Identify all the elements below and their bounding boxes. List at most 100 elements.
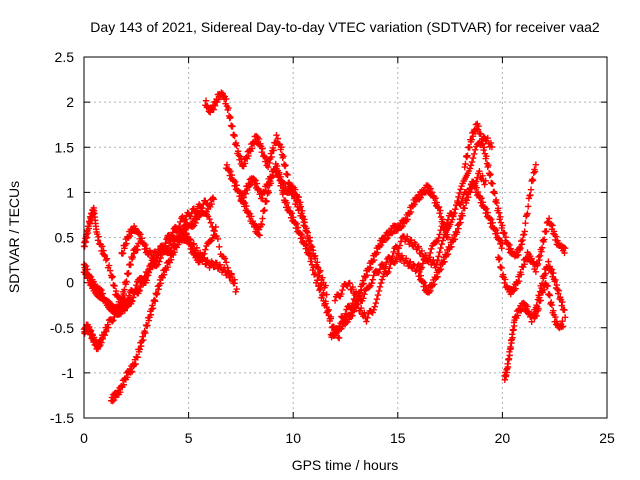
data-point [496,255,503,262]
data-point [86,220,94,227]
data-point [149,305,157,312]
data-point [522,219,529,227]
data-point [220,264,228,271]
data-point [360,280,367,287]
data-point [253,180,261,187]
axis-ticks: 0 5 10 15 20 25 2.5 2 1.5 1 0.5 0 -0.5 -1 -1.5 [50,49,615,446]
data-point [481,144,488,151]
data-point [501,276,509,283]
data-point [128,298,136,305]
data-point [497,219,505,226]
data-point [188,220,195,228]
data-point [204,256,211,264]
data-point [174,241,182,248]
data-point [299,207,306,215]
data-point [363,271,371,279]
data-point [224,268,231,275]
data-point [127,261,134,269]
data-point [524,303,531,310]
data-point [223,95,230,103]
data-point [233,182,240,189]
data-point [314,259,321,266]
data-point [352,288,360,295]
data-point [230,177,238,184]
data-point [232,178,239,185]
data-point [361,309,368,316]
data-point [504,363,512,371]
data-point [228,271,235,279]
data-point [245,152,252,160]
data-point [342,310,349,317]
x-tick-label: 15 [390,430,406,446]
data-point [506,241,513,249]
series-trace-14 [461,120,540,260]
data-point [457,219,464,226]
data-point [443,220,451,227]
data-point [437,244,444,252]
data-point [552,276,559,284]
data-point [498,264,505,272]
data-point [122,304,130,312]
y-tick-label: 2 [66,94,74,110]
data-point [374,269,382,277]
data-point [317,267,324,274]
data-point [543,227,550,235]
data-point [364,314,371,322]
data-point [541,236,548,243]
data-point [119,250,127,257]
data-point [477,130,484,138]
data-point [417,194,425,201]
data-point [105,324,112,331]
data-point [98,286,105,294]
data-point [311,252,319,260]
data-point [252,177,259,184]
data-point [227,167,234,175]
data-point [469,154,477,162]
data-point [160,244,167,251]
data-point [163,266,170,274]
y-tick-label: -1.5 [50,410,74,426]
chart-title: Day 143 of 2021, Sidereal Day-to-day VTE… [90,19,600,35]
data-point [231,276,238,283]
data-point [342,319,350,326]
data-point [147,311,155,318]
data-point [280,180,288,187]
data-point [204,201,211,208]
data-point [196,249,204,256]
y-tick-label: 1.5 [55,139,75,155]
data-point [248,145,256,152]
data-point [270,147,277,154]
data-point [418,247,426,255]
data-point [405,262,412,270]
data-point [81,243,88,250]
data-point [225,267,232,275]
data-point [264,163,272,171]
data-point [501,229,508,237]
data-point [208,258,215,265]
data-point [488,143,496,151]
data-point [360,295,367,302]
data-point [456,189,463,197]
data-point [331,297,339,304]
data-point [142,241,149,249]
data-point [102,256,110,264]
data-point [303,241,310,249]
data-point [488,216,495,223]
data-point [372,299,380,307]
data-point [121,286,128,293]
data-point [137,231,144,238]
data-point [491,190,498,197]
data-point [136,346,143,353]
data-point [159,274,166,281]
data-point [99,290,107,297]
data-point [116,310,123,318]
y-tick-label: 1 [66,184,74,200]
data-point [120,381,127,388]
data-point [207,219,215,226]
data-point [355,293,363,300]
data-point [349,312,356,319]
data-point [98,339,105,346]
data-point [361,290,368,298]
data-point [354,300,362,308]
data-point [171,249,178,256]
